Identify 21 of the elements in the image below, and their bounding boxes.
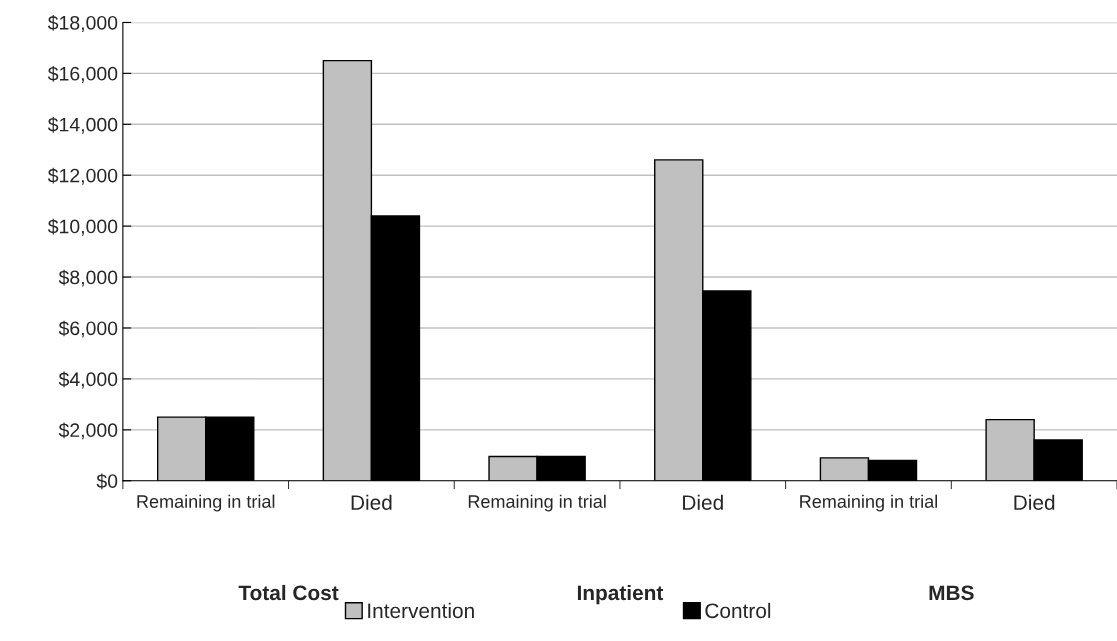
x-tick-label: Remaining in trial — [800, 494, 938, 512]
y-tick-label: $16,000 — [47, 66, 118, 83]
legend-label: Intervention — [368, 602, 474, 619]
legend-label: Control — [705, 602, 771, 619]
y-tick-label: $2,000 — [58, 422, 118, 440]
y-tick-label: $4,000 — [58, 371, 118, 389]
y-tick-label: $0 — [96, 473, 118, 490]
text: MBS — [929, 585, 974, 601]
y-tick-label: $12,000 — [47, 167, 118, 185]
x-tick-label: Died — [683, 494, 723, 510]
y-tick-label: $8,000 — [58, 269, 118, 287]
y-tick-label: $6,000 — [58, 320, 118, 338]
text: Inpatient — [577, 584, 664, 605]
y-tick-label: $10,000 — [47, 218, 118, 236]
x-tick-label: Remaining in trial — [137, 494, 275, 512]
x-tick-label: Died — [351, 494, 392, 510]
x-tick-label: Remaining in trial — [468, 494, 606, 512]
y-tick-label: $14,000 — [47, 116, 118, 134]
y-tick-label: $18,000 — [47, 15, 118, 32]
text: Total Cost — [238, 584, 339, 601]
x-tick-label: Died — [1014, 494, 1055, 510]
